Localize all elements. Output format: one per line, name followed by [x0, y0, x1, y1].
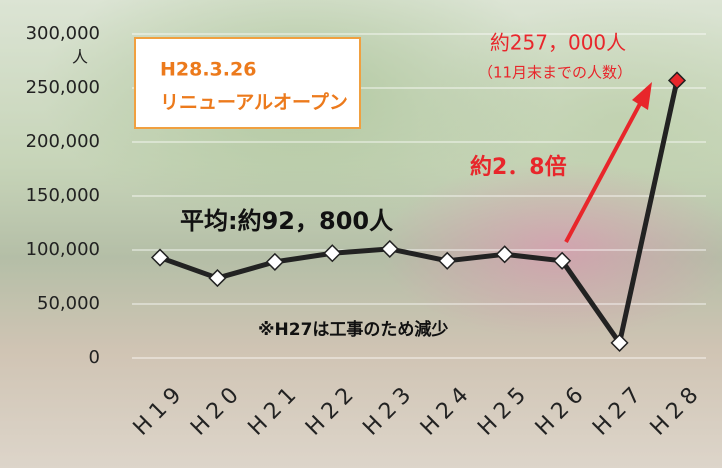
note-label: ※H27は工事のため減少: [258, 319, 448, 340]
annotation-box: [135, 38, 360, 128]
data-marker: [324, 245, 340, 261]
y-tick-label: 0: [89, 347, 100, 368]
y-tick-label: 50,000: [37, 293, 100, 314]
y-tick-label: 250,000: [26, 77, 100, 98]
x-tick-label: H26: [531, 379, 593, 441]
data-marker: [209, 270, 225, 286]
x-tick-label: H28: [646, 379, 708, 441]
arrow-shaft: [566, 100, 642, 242]
data-marker: [152, 250, 168, 266]
latest-note: （11月末までの人数）: [478, 64, 632, 82]
x-tick-label: H22: [301, 379, 363, 441]
data-marker: [669, 72, 685, 88]
arrow-head: [632, 82, 652, 110]
box-line1: H28.3.26: [160, 59, 256, 81]
data-marker: [382, 241, 398, 257]
x-tick-label: H23: [358, 379, 420, 441]
y-tick-label: 150,000: [26, 185, 100, 206]
data-marker: [439, 253, 455, 269]
chart: H28.3.26 リニューアルオープン 約257，000人 （11月末までの人数…: [0, 0, 722, 468]
y-tick-label: 100,000: [26, 239, 100, 260]
x-tick-label: H24: [416, 379, 478, 441]
x-tick-label: H27: [588, 379, 650, 441]
box-line2: リニューアルオープン: [160, 91, 348, 114]
x-tick-label: H20: [186, 379, 248, 441]
y-unit: 人: [72, 48, 88, 67]
latest-label: 約257，000人: [490, 31, 626, 55]
y-tick-label: 200,000: [26, 131, 100, 152]
data-marker: [267, 254, 283, 270]
ratio-label: 約2．8倍: [470, 154, 567, 180]
x-tick-label: H21: [244, 379, 306, 441]
x-tick-label: H19: [129, 379, 191, 441]
data-marker: [497, 246, 513, 262]
x-tick-label: H25: [473, 379, 535, 441]
average-label: 平均:約92，800人: [180, 207, 393, 235]
y-tick-label: 300,000: [26, 23, 100, 44]
chart-page: H28.3.26 リニューアルオープン 約257，000人 （11月末までの人数…: [0, 0, 722, 468]
